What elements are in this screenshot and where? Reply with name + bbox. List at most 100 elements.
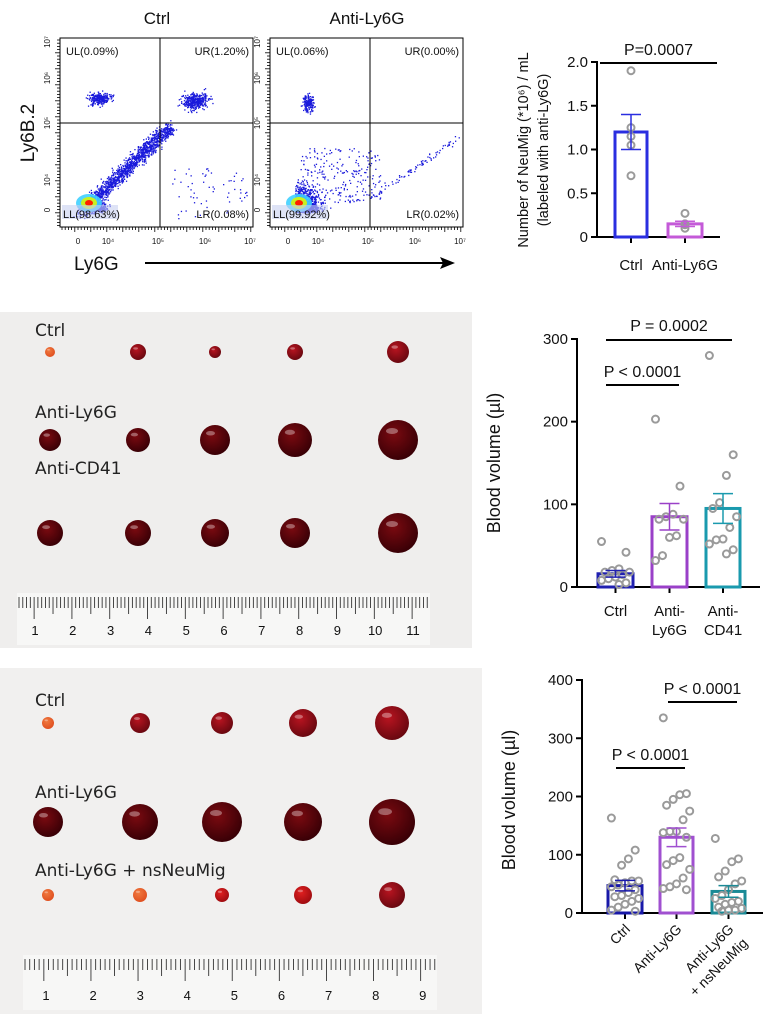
drop-highlight [210, 810, 222, 816]
event-dot [107, 186, 109, 188]
event-dot [344, 185, 347, 187]
event-dot [101, 105, 104, 107]
event-dot [408, 170, 410, 172]
event-dot [228, 192, 230, 194]
event-dot [148, 149, 150, 151]
event-dot [316, 177, 319, 179]
event-dot [154, 151, 157, 154]
event-dot [112, 175, 115, 177]
event-dot [305, 111, 307, 113]
blood-drop [130, 713, 150, 733]
event-dot [127, 166, 129, 168]
event-dot [367, 160, 369, 162]
drop-highlight [206, 431, 215, 436]
event-dot [226, 212, 228, 214]
event-dot [381, 186, 383, 188]
blood-drop [45, 347, 55, 357]
event-dot [122, 178, 124, 180]
event-dot [343, 187, 345, 190]
event-dot [136, 163, 138, 165]
event-dot [308, 185, 310, 187]
event-dot [118, 171, 120, 174]
event-dot [139, 156, 142, 158]
event-dot [92, 104, 94, 106]
event-dot [105, 95, 107, 97]
event-dot [138, 159, 140, 161]
event-dot [143, 160, 146, 162]
event-dot [193, 100, 195, 102]
event-dot [115, 176, 117, 179]
event-dot [144, 147, 146, 150]
event-dot [125, 163, 128, 165]
event-dot [245, 192, 247, 194]
event-dot [304, 191, 306, 193]
event-dot [92, 100, 94, 102]
event-dot [197, 104, 200, 106]
event-dot [123, 159, 125, 161]
event-dot [204, 97, 206, 99]
data-point [597, 575, 606, 585]
event-dot [371, 192, 373, 194]
event-dot [304, 188, 306, 190]
event-dot [309, 157, 312, 159]
event-dot [321, 173, 323, 175]
event-dot [141, 150, 143, 152]
event-dot [408, 174, 410, 177]
blood-drop [33, 807, 63, 837]
event-dot [160, 135, 163, 137]
event-dot [361, 190, 364, 192]
event-dot [119, 172, 122, 174]
event-dot [104, 181, 107, 183]
event-dot [124, 173, 126, 175]
event-dot [106, 177, 109, 180]
event-dot [105, 100, 108, 102]
event-dot [98, 194, 100, 196]
event-dot [190, 102, 193, 104]
ruler-number: 1 [31, 623, 38, 638]
event-dot [111, 181, 113, 184]
event-dot [193, 192, 195, 194]
event-dot [109, 181, 111, 183]
event-dot [107, 183, 110, 185]
event-dot [344, 200, 346, 203]
event-dot [361, 183, 363, 185]
event-dot [103, 201, 105, 204]
event-dot [188, 168, 190, 170]
event-dot [212, 102, 214, 105]
blood-drop [387, 341, 409, 363]
event-dot [161, 140, 163, 142]
event-dot [358, 156, 360, 158]
event-dot [158, 131, 160, 133]
event-dot [105, 183, 107, 185]
event-dot [305, 184, 307, 187]
event-dot [101, 195, 103, 197]
event-dot [146, 152, 148, 154]
event-dot [111, 180, 113, 182]
event-dot [303, 97, 305, 100]
event-dot [187, 111, 190, 113]
event-dot [118, 168, 121, 170]
event-dot [111, 186, 113, 189]
event-dot [168, 128, 170, 130]
event-dot [165, 140, 167, 142]
event-dot [193, 99, 195, 101]
event-dot [143, 159, 146, 161]
event-dot [109, 179, 111, 181]
event-dot [98, 97, 101, 100]
event-dot [195, 102, 197, 104]
event-dot [366, 194, 368, 196]
event-dot [426, 161, 428, 163]
event-dot [138, 154, 140, 157]
ruler-number: 11 [406, 623, 420, 638]
event-dot [171, 128, 173, 130]
event-dot [106, 190, 108, 192]
quadrant-ur: UR(0.00%) [405, 46, 459, 58]
event-dot [180, 98, 182, 100]
event-dot [305, 104, 307, 106]
event-dot [200, 100, 202, 102]
event-dot [129, 171, 131, 173]
y-tick-label: 10⁶ [43, 72, 52, 84]
event-dot [155, 133, 157, 136]
event-dot [180, 181, 182, 183]
